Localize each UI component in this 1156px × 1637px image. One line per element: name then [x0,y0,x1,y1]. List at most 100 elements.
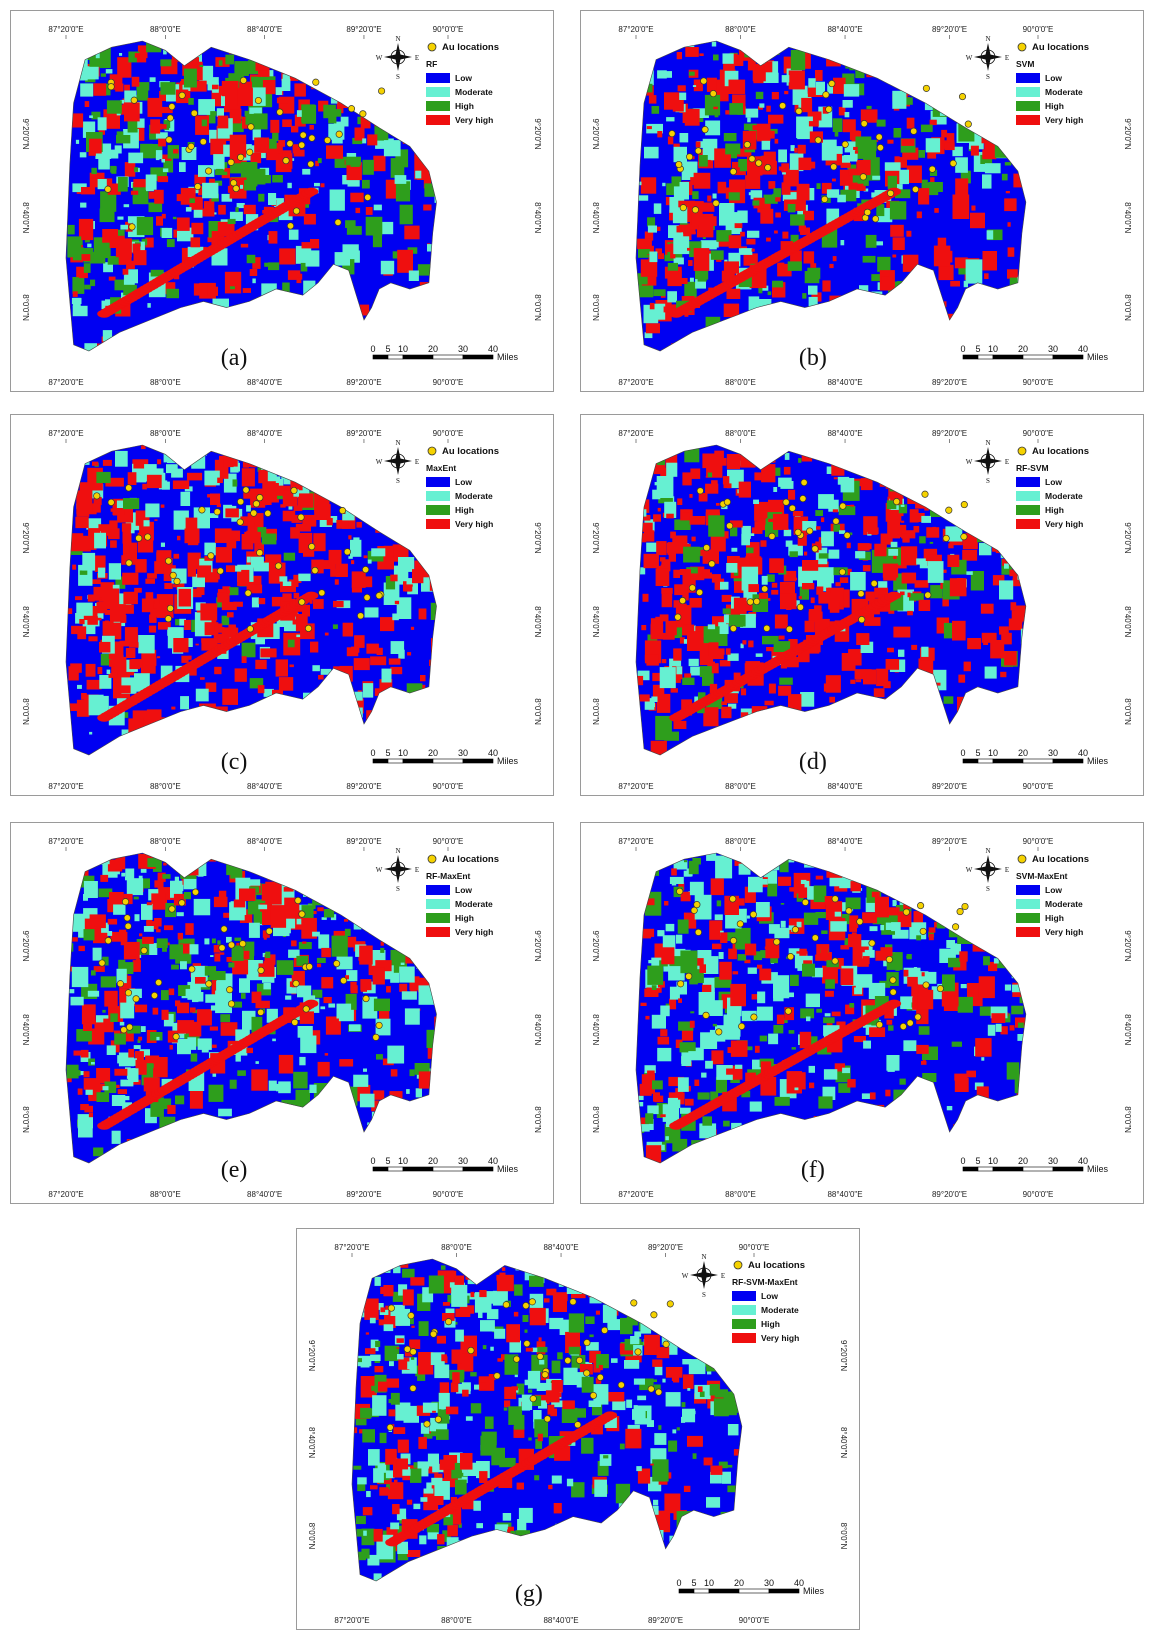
axis-tick-bottom: 90°0'0"E [1023,1190,1054,1199]
legend-class-label: Very high [1045,115,1083,125]
au-legend-marker [427,854,437,864]
axis-tick-top: 88°40'0"E [247,837,282,846]
map-legend: Au locations RF-MaxEnt Low Moderate High Very… [426,854,499,937]
scale-unit: Miles [497,352,519,362]
au-location-marker [304,624,313,632]
au-legend-marker [427,42,437,52]
au-location-marker [529,1395,537,1403]
au-location-marker [239,940,247,948]
au-location-marker [124,922,132,930]
au-location-marker [252,500,260,508]
legend-class-label: Low [1045,477,1062,487]
au-location-marker [569,1298,577,1306]
au-location-marker [247,123,255,131]
au-location-marker [305,963,313,971]
au-location-marker [694,928,702,936]
panel-label-c: (c) [221,749,248,775]
axis-tick-left: 9°20'0"N [21,930,30,961]
axis-tick-right: 8°0'0"N [839,1523,848,1550]
au-location-marker [144,533,152,541]
scale-label: 5 [691,1578,696,1588]
au-location-marker [964,120,972,128]
legend-swatch [426,913,450,923]
legend-model-title: RF-SVM-MaxEnt [732,1277,798,1287]
au-location-marker [958,93,967,101]
susceptibility-raster [636,41,1026,351]
compass-north: N [701,1253,706,1261]
scale-unit: Miles [497,1164,519,1174]
axis-tick-right: 8°0'0"N [1123,698,1132,725]
au-location-marker [942,534,950,542]
au-location-marker [130,96,138,104]
axis-tick-left: 9°20'0"N [591,522,600,553]
compass-east: E [415,866,419,874]
au-location-marker [726,522,734,530]
au-location-marker [429,1330,438,1338]
au-location-marker [655,1388,663,1396]
au-location-marker [128,223,136,231]
map-figure: 87°20'0"E 88°0'0"E 88°40'0"E 89°20'0"E 90°0'… [21,429,542,791]
au-location-marker [960,533,968,541]
scale-label: 20 [1018,344,1028,354]
scale-label: 40 [794,1578,804,1588]
axis-tick-bottom: 88°0'0"E [150,378,181,387]
legend-class-label: Moderate [455,491,493,501]
au-location-marker [227,1000,236,1008]
au-location-marker [885,955,893,964]
au-location-marker [889,976,897,984]
au-location-marker [821,195,829,203]
legend-model-title: SVM [1016,59,1034,69]
scale-label: 20 [1018,1156,1028,1166]
axis-tick-bottom: 89°20'0"E [346,378,381,387]
au-location-marker [274,562,283,570]
compass-east: E [721,1272,725,1280]
axis-tick-bottom: 90°0'0"E [1023,782,1054,791]
map-figure: 87°20'0"E 88°0'0"E 88°40'0"E 89°20'0"E 90°0'… [591,837,1132,1199]
axis-tick-top: 90°0'0"E [1023,837,1054,846]
au-location-marker [357,612,365,620]
au-location-marker [921,490,929,498]
au-location-marker [126,1023,134,1031]
au-location-marker [445,1318,453,1326]
axis-tick-right: 9°20'0"N [1123,118,1132,149]
legend-au-locations: Au locations [748,1260,805,1271]
axis-tick-top: 90°0'0"E [433,25,464,34]
axis-tick-bottom: 90°0'0"E [739,1616,770,1625]
au-location-marker [190,109,198,117]
compass-north: N [985,847,990,855]
axis-tick-right: 8°0'0"N [1123,294,1132,321]
legend-class-label: Very high [455,115,493,125]
au-location-marker [596,1373,604,1381]
map-panel-e: 87°20'0"E 88°0'0"E 88°40'0"E 89°20'0"E 90°0'… [10,822,554,1204]
compass-north: N [985,439,990,447]
scale-label: 0 [960,748,965,758]
au-location-marker [107,83,115,91]
au-location-marker [340,977,348,985]
compass-west: W [966,458,973,466]
au-location-marker [120,1026,128,1034]
legend-swatch [426,477,450,487]
au-location-marker [755,159,763,167]
legend-model-title: SVM-MaxEnt [1016,871,1068,881]
au-location-marker [859,173,867,181]
legend-class-label: Low [1045,73,1062,83]
axis-tick-top: 90°0'0"E [1023,25,1054,34]
au-location-marker [806,527,814,535]
au-location-marker [800,478,808,487]
au-location-marker [679,204,687,212]
map-legend: Au locations SVM-MaxEnt Low Moderate High Ver… [1016,854,1089,937]
panel-label-a: (a) [221,345,248,371]
au-location-marker [574,1421,582,1429]
au-location-marker [155,978,163,987]
au-location-marker [298,910,306,918]
au-location-marker [104,185,112,193]
au-location-marker [960,501,968,509]
au-location-marker [924,591,932,599]
legend-model-title: MaxEnt [426,463,456,473]
au-location-marker [239,76,248,84]
au-location-marker [311,566,319,575]
au-location-marker [856,918,864,926]
